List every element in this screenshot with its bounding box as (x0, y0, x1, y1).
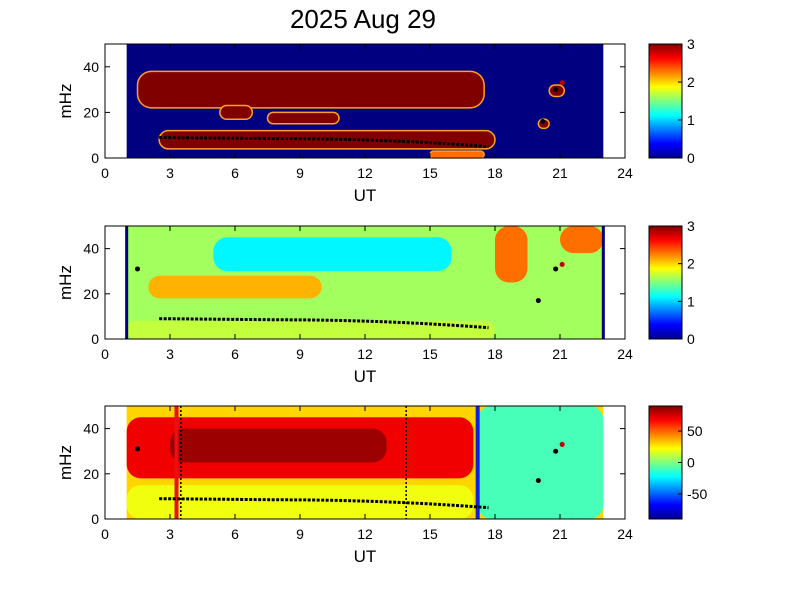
panel-3-ytick-label-3: 40 (83, 421, 99, 437)
panel-3-colorbar-label-2: 0 (687, 455, 695, 471)
panel-3-ytick-label-2: 20 (83, 466, 99, 482)
panel-2-band-5 (560, 226, 604, 254)
panel-2-xtick-label-3: 6 (231, 346, 239, 362)
panel-2-colorbar-label-1: 0 (687, 331, 695, 347)
panel-3-xtick-label-2: 3 (166, 526, 174, 542)
panel-1-xtick-label-6: 15 (422, 165, 438, 181)
panel-2-xlabel: UT (354, 367, 377, 386)
panel-1-marker-point-1 (540, 119, 546, 125)
panel-2-xtick-label-9: 24 (617, 346, 633, 362)
panel-3-colorbar (648, 405, 683, 520)
panel-2-band-4 (495, 226, 528, 283)
panel-3-band-2 (170, 428, 387, 463)
panel-3-xtick-label-9: 24 (617, 526, 633, 542)
panel-2-ytick-label-3: 40 (83, 241, 99, 257)
panel-2-peak-track (159, 317, 489, 330)
panel-2-xtick-label-7: 18 (487, 346, 503, 362)
panel-1-band-1 (136, 70, 485, 109)
panel-1-colorbar-label-3: 2 (687, 74, 695, 90)
panel-3-xtick-label-5: 12 (357, 526, 373, 542)
panel-1-xtick-label-2: 3 (166, 165, 174, 181)
panel-2-xtick-label-8: 21 (552, 346, 568, 362)
panel-1-ytick-label-3: 40 (83, 59, 99, 75)
panel-1-band-3 (266, 111, 340, 125)
panel-2-xtick-label-2: 3 (166, 346, 174, 362)
panel-3-xtick-label-1: 0 (101, 526, 109, 542)
panel-2-colorbar (648, 225, 683, 340)
panel-1-ylabel: mHz (56, 84, 75, 119)
panel-1-ytick-label-1: 0 (91, 150, 99, 166)
panel-2-xtick-label-5: 12 (357, 346, 373, 362)
panel-3-marker-point-2 (535, 478, 541, 484)
panel-2-xtick-label-1: 0 (101, 346, 109, 362)
panel-3-marker-point-4 (559, 441, 565, 447)
panel-1-marker-point-2 (553, 87, 559, 93)
panel-1-ytick-label-2: 20 (83, 104, 99, 120)
panel-3-peak-track (159, 497, 489, 510)
panel-3-xtick-label-8: 21 (552, 526, 568, 542)
panel-1-colorbar-label-2: 1 (687, 112, 695, 128)
panel-2-marker-point-3 (553, 266, 559, 272)
panel-1-xlabel: UT (354, 186, 377, 205)
panel-2-colorbar-label-2: 1 (687, 293, 695, 309)
panel-2-colorbar-label-3: 2 (687, 256, 695, 272)
panel-1-band-5 (429, 150, 485, 159)
panel-3: 0 3 6 9 12 15 18 21 24 0 20 40 UT mHz 50 0 -50 (56, 405, 707, 566)
panel-3-colorbar-label-3: -50 (687, 486, 707, 502)
panel-1-peak-track (159, 135, 489, 149)
panel-1-xtick-label-8: 21 (552, 165, 568, 181)
panel-2-xtick-label-6: 15 (422, 346, 438, 362)
panel-1-colorbar-label-1: 0 (687, 150, 695, 166)
panel-1-colorbar (648, 43, 683, 159)
panel-1-marker-point-3 (559, 80, 565, 86)
panel-2-marker-point-2 (535, 298, 541, 304)
panel-2-band-1 (213, 237, 452, 272)
panel-2-marker-point-1 (135, 266, 140, 272)
panel-1-xtick-label-4: 9 (296, 165, 304, 181)
panel-2-ytick-label-1: 0 (91, 331, 99, 347)
panel-3-ylabel: mHz (56, 445, 75, 480)
panel-3-colorbar-label-1: 50 (687, 423, 703, 439)
panel-3-xtick-label-7: 18 (487, 526, 503, 542)
panel-2-xtick-label-4: 9 (296, 346, 304, 362)
panel-2-band-2 (148, 275, 322, 299)
panel-3-xlabel: UT (354, 547, 377, 566)
panel-1-xtick-label-1: 0 (101, 165, 109, 181)
figure-title: 2025 Aug 29 (290, 4, 436, 34)
panel-2-ylabel: mHz (56, 265, 75, 300)
panel-3-band-3 (477, 406, 604, 519)
panel-1-xtick-label-3: 6 (231, 165, 239, 181)
panel-1-band-2 (219, 104, 254, 120)
panel-3-marker-point-1 (135, 446, 140, 452)
panel-2-colorbar-label-4: 3 (687, 218, 695, 234)
panel-3-xtick-label-3: 6 (231, 526, 239, 542)
panel-3-xtick-label-6: 15 (422, 526, 438, 542)
panel-1-xtick-label-5: 12 (357, 165, 373, 181)
panel-1-xtick-label-7: 18 (487, 165, 503, 181)
panel-2-marker-point-4 (559, 261, 565, 267)
panel-2-band-3 (126, 320, 496, 339)
panel-3-ytick-label-1: 0 (91, 511, 99, 527)
panel-2-ytick-label-2: 20 (83, 286, 99, 302)
panel-3-band-4 (126, 485, 474, 519)
panel-3-marker-point-3 (553, 448, 559, 454)
panel-3-xtick-label-4: 9 (296, 526, 304, 542)
panel-1-colorbar-label-4: 3 (687, 36, 695, 52)
panel-1-xtick-label-9: 24 (617, 165, 633, 181)
